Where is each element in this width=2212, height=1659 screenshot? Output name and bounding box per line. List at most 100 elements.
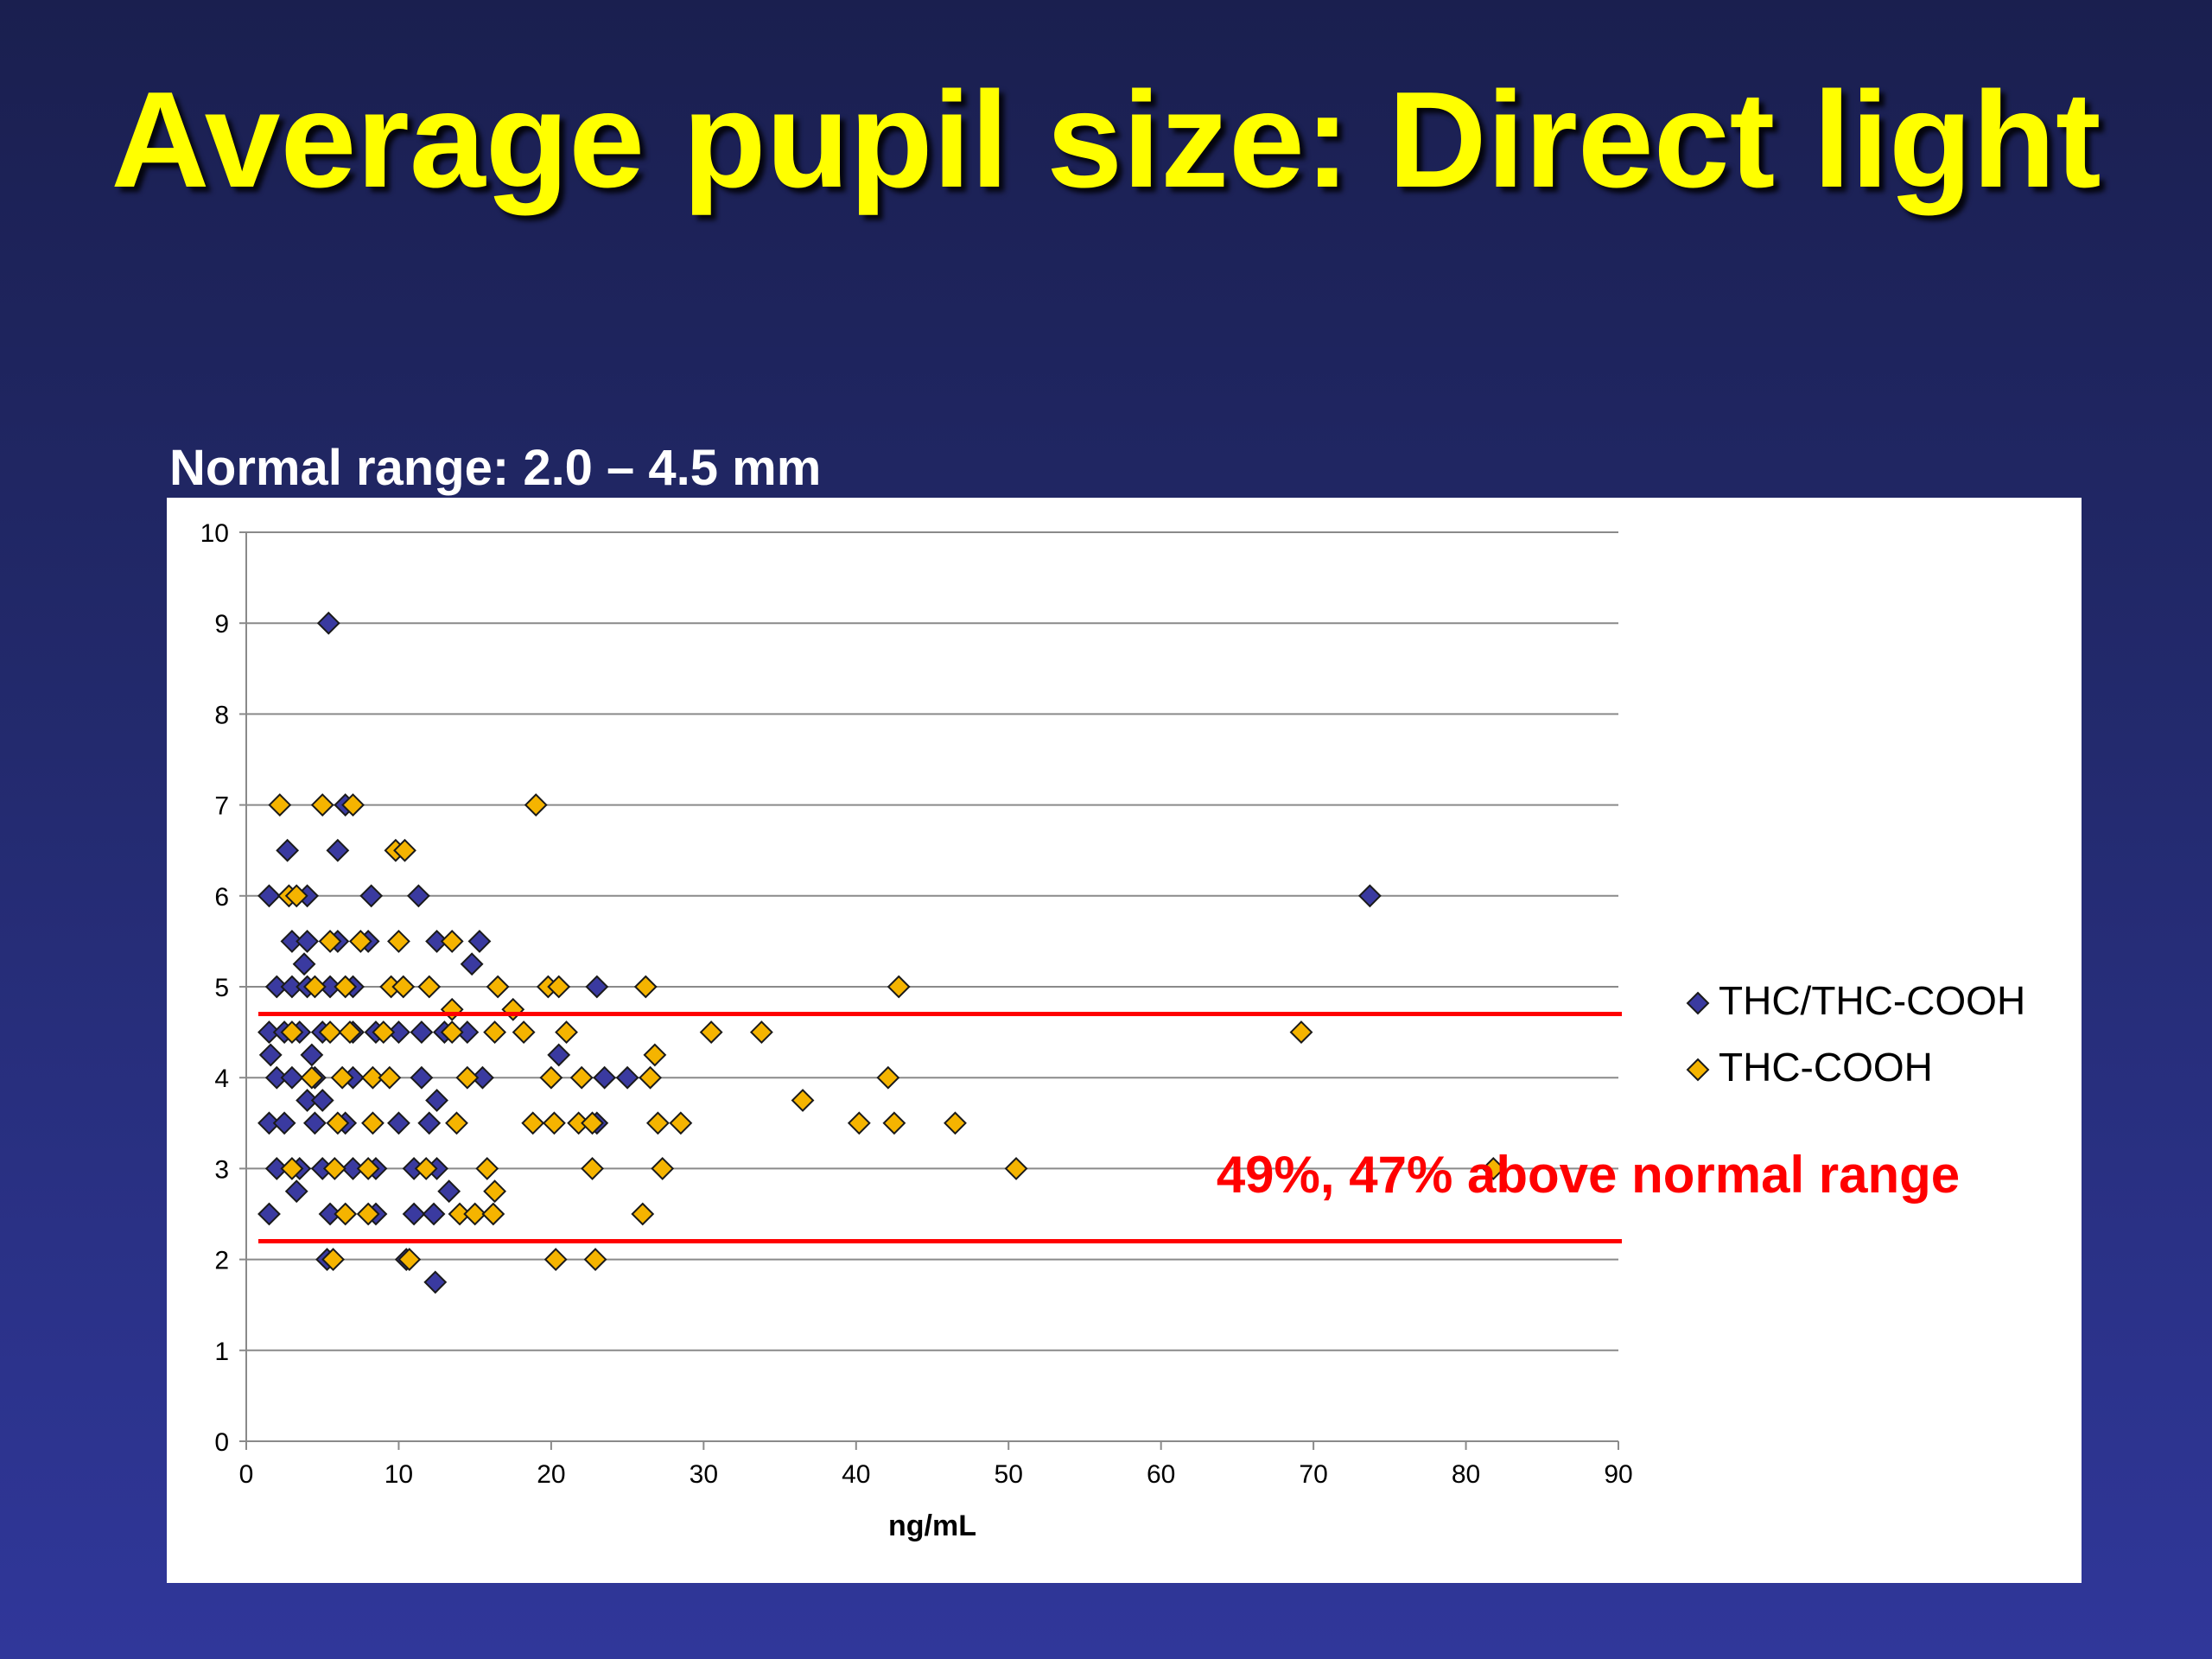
thc-thc-cooh-point bbox=[280, 929, 304, 953]
thc-thc-cooh-point bbox=[264, 1156, 289, 1180]
thc-cooh-point bbox=[887, 975, 911, 999]
thc-cooh-point bbox=[1289, 1020, 1313, 1045]
thc-cooh-point bbox=[338, 1020, 362, 1045]
thc-thc-cooh-point bbox=[455, 1020, 480, 1045]
reference-lines bbox=[258, 1012, 1622, 1244]
y-tick-label: 1 bbox=[214, 1338, 229, 1366]
thc-cooh-point bbox=[944, 1111, 967, 1135]
series-points bbox=[257, 611, 1505, 1294]
thc-cooh-point bbox=[341, 793, 365, 817]
thc-cooh-point bbox=[643, 1043, 667, 1067]
thc-thc-cooh-point bbox=[264, 975, 289, 999]
axes: 0 1 2 3 4 5 6 7 8 9 10 0 10 20 30 40 50 60 70 80 90 bbox=[200, 519, 1633, 1489]
thc-cooh-point bbox=[847, 1111, 871, 1135]
thc-thc-cooh-point bbox=[422, 1202, 446, 1226]
slide-title: Average pupil size: Direct light bbox=[111, 64, 2101, 216]
thc-thc-cooh-point bbox=[276, 838, 300, 862]
thc-cooh-point bbox=[280, 1020, 304, 1045]
y-tick-label: 9 bbox=[214, 610, 229, 639]
thc-thc-cooh-point bbox=[284, 1179, 308, 1204]
thc-cooh-point bbox=[417, 975, 442, 999]
thc-cooh-point bbox=[414, 1156, 438, 1180]
thc-thc-cooh-point bbox=[296, 1089, 319, 1112]
scatter-chart: 0 1 2 3 4 5 6 7 8 9 10 0 10 20 30 40 50 60 70 80 90 49%, 47%… bbox=[200, 519, 2026, 1542]
thc-cooh-point bbox=[645, 1111, 670, 1135]
thc-cooh-point bbox=[321, 1248, 345, 1272]
thc-thc-cooh-point bbox=[423, 1270, 448, 1294]
legend-marker bbox=[1686, 1058, 1710, 1082]
thc-cooh-point bbox=[280, 1156, 304, 1180]
thc-cooh-point bbox=[651, 1156, 675, 1180]
thc-thc-cooh-point bbox=[425, 1089, 448, 1112]
x-tick-label: 60 bbox=[1147, 1460, 1175, 1489]
thc-cooh-point bbox=[1481, 1156, 1505, 1180]
thc-thc-cooh-point bbox=[410, 1065, 434, 1090]
legend: THC/THC-COOH THC-COOH bbox=[1686, 978, 2025, 1090]
thc-thc-cooh-point bbox=[264, 1065, 289, 1090]
thc-cooh-point bbox=[318, 1020, 342, 1045]
x-tick-label: 90 bbox=[1604, 1460, 1632, 1489]
legend-label: THC-COOH bbox=[1719, 1045, 1933, 1090]
thc-thc-cooh-point bbox=[257, 1202, 281, 1226]
thc-cooh-point bbox=[310, 793, 334, 817]
thc-cooh-point bbox=[302, 975, 327, 999]
y-tick-label: 3 bbox=[214, 1155, 229, 1184]
thc-cooh-point bbox=[393, 838, 416, 862]
thc-thc-cooh-point bbox=[359, 884, 384, 908]
thc-cooh-point bbox=[631, 1202, 655, 1226]
thc-thc-cooh-point bbox=[615, 1065, 639, 1090]
thc-cooh-point bbox=[334, 975, 358, 999]
thc-thc-cooh-point bbox=[402, 1202, 426, 1226]
x-tick-label: 40 bbox=[842, 1460, 870, 1489]
thc-thc-cooh-point bbox=[467, 929, 492, 953]
thc-cooh-point bbox=[483, 1179, 507, 1204]
thc-cooh-point bbox=[486, 975, 510, 999]
thc-cooh-point bbox=[512, 1020, 536, 1045]
thc-cooh-point bbox=[699, 1020, 723, 1045]
thc-cooh-point bbox=[372, 1020, 396, 1045]
thc-cooh-point bbox=[669, 1111, 693, 1135]
x-tick-label: 30 bbox=[690, 1460, 718, 1489]
chart-panel: 0 1 2 3 4 5 6 7 8 9 10 0 10 20 30 40 50 60 70 80 90 49%, 47%… bbox=[167, 498, 2082, 1583]
legend-label: THC/THC-COOH bbox=[1719, 978, 2025, 1023]
thc-thc-cooh-point bbox=[1357, 884, 1382, 908]
thc-thc-cooh-point bbox=[318, 975, 342, 999]
thc-cooh-point bbox=[483, 1020, 507, 1045]
thc-cooh-point bbox=[361, 1065, 385, 1090]
thc-thc-cooh-point bbox=[341, 1156, 365, 1180]
thc-thc-cooh-point bbox=[280, 975, 304, 999]
thc-cooh-point bbox=[639, 1065, 662, 1090]
thc-thc-cooh-point bbox=[471, 1065, 494, 1090]
thc-thc-cooh-point bbox=[425, 929, 448, 953]
thc-cooh-point bbox=[1004, 1156, 1028, 1180]
thc-thc-cooh-point bbox=[257, 1111, 281, 1135]
thc-cooh-point bbox=[448, 1202, 472, 1226]
thc-cooh-point bbox=[791, 1089, 815, 1112]
thc-cooh-point bbox=[543, 1111, 566, 1135]
thc-cooh-point bbox=[524, 793, 548, 817]
thc-cooh-point bbox=[330, 1065, 354, 1090]
y-tick-label: 6 bbox=[214, 883, 229, 912]
thc-thc-cooh-point bbox=[272, 1111, 296, 1135]
thc-thc-cooh-point bbox=[280, 1065, 304, 1090]
thc-cooh-point bbox=[356, 1156, 380, 1180]
x-tick-label: 10 bbox=[385, 1460, 413, 1489]
thc-cooh-point bbox=[318, 929, 342, 953]
thc-cooh-point bbox=[356, 1202, 380, 1226]
thc-cooh-point bbox=[633, 975, 658, 999]
y-tick-label: 8 bbox=[214, 701, 229, 729]
thc-cooh-point bbox=[445, 1111, 468, 1135]
thc-thc-cooh-point bbox=[387, 1111, 410, 1135]
thc-thc-cooh-point bbox=[292, 952, 316, 976]
thc-cooh-point bbox=[361, 1111, 385, 1135]
thc-cooh-point bbox=[501, 997, 525, 1021]
thc-thc-cooh-point bbox=[258, 1043, 283, 1067]
thc-cooh-point bbox=[555, 1020, 578, 1045]
thc-cooh-point bbox=[440, 1020, 464, 1045]
thc-cooh-point bbox=[876, 1065, 900, 1090]
thc-thc-cooh-point bbox=[296, 929, 319, 953]
thc-thc-cooh-point bbox=[318, 1202, 342, 1226]
x-tick-label: 70 bbox=[1299, 1460, 1327, 1489]
thc-thc-cooh-point bbox=[593, 1065, 617, 1090]
thc-thc-cooh-point bbox=[410, 1020, 434, 1045]
